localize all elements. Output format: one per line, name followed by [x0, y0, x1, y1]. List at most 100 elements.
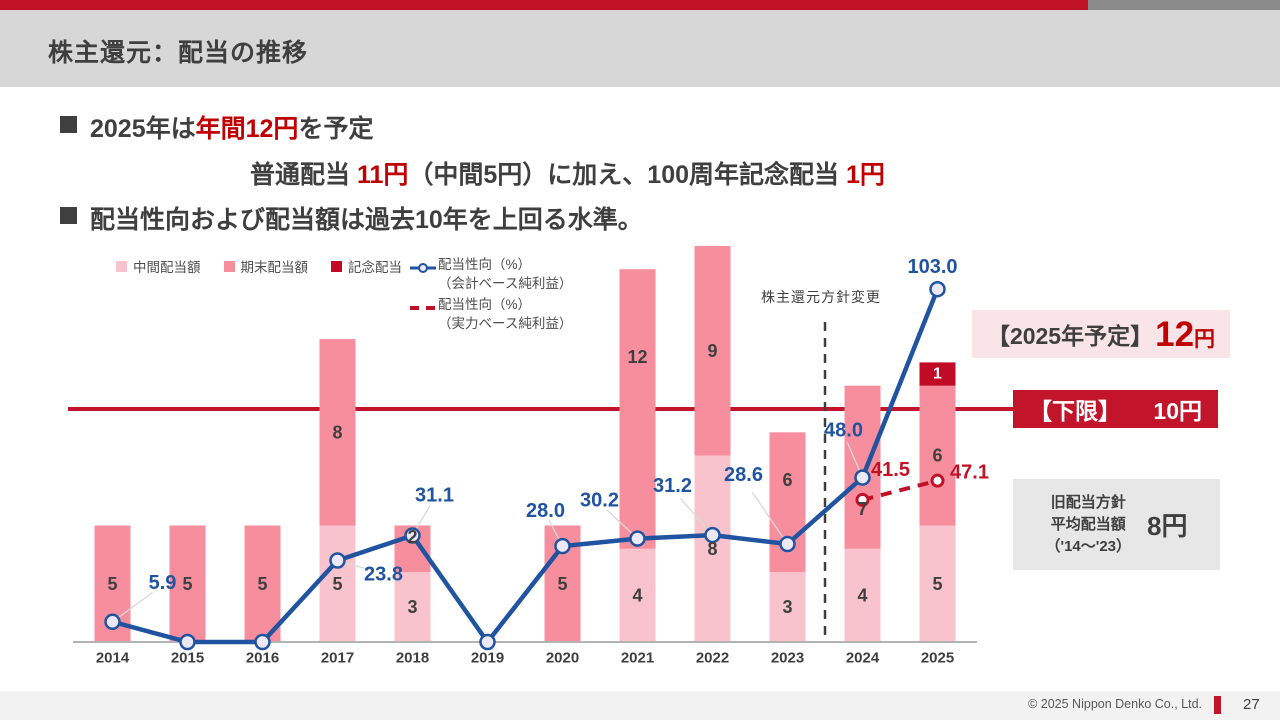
- bullet-1-post: を予定: [298, 115, 374, 143]
- legend-label: 期末配当額: [240, 260, 309, 275]
- top-accent-bar-corner: [1088, 0, 1280, 10]
- payout-real-label: 41.5: [871, 459, 910, 481]
- x-axis-year-label: 2022: [696, 650, 729, 667]
- bar-value-label: 12: [627, 347, 647, 367]
- bar-group-2024: [844, 385, 881, 642]
- payout-accounting-line: [111, 288, 940, 645]
- payout-accounting-marker: [854, 469, 871, 486]
- subline-red1: 11円: [356, 161, 409, 189]
- bar-group-2022: [694, 245, 731, 642]
- bar-value-label: 4: [857, 585, 867, 605]
- bar-value-label: 5: [257, 574, 267, 594]
- payout-real-label: 47.1: [950, 462, 989, 484]
- payout-accounting-marker: [254, 633, 271, 651]
- bar-value-label: 5: [332, 574, 342, 594]
- bullet-1-pre: 2025年は: [90, 115, 196, 143]
- payout-accounting-label: 23.8: [364, 564, 403, 586]
- bar-group-2021: [619, 269, 656, 642]
- bar-value-label: 7: [857, 499, 867, 519]
- old-policy-average-box: 旧配当方針 平均配当額 （'14～'23） 8円: [1013, 479, 1220, 570]
- payout-accounting-marker: [629, 530, 646, 547]
- bullet-square-icon: [60, 116, 77, 133]
- x-axis-year-label: 2024: [846, 650, 880, 667]
- line-marker-icon: [410, 260, 436, 273]
- floor-value: 10円: [1153, 398, 1202, 424]
- bullet-1: 2025年は年間12円を予定: [60, 109, 373, 145]
- old-policy-value: 8円: [1147, 511, 1188, 541]
- payout-accounting-marker: [554, 537, 571, 555]
- x-axis-year-label: 2016: [246, 650, 279, 667]
- bar-value-label: 5: [182, 574, 192, 594]
- payout-accounting-marker: [104, 613, 121, 631]
- legend-label: （実力ベース純利益）: [438, 316, 573, 331]
- page-number: 27: [1243, 696, 1260, 713]
- bar-value-label: 5: [932, 574, 942, 594]
- forecast-2025-box: 【2025年予定】 12 円: [972, 310, 1230, 358]
- bar-value-label: 2: [407, 527, 417, 547]
- bullet-2: 配当性向および配当額は過去10年を上回る水準。: [60, 200, 643, 236]
- x-axis-year-label: 2018: [396, 650, 429, 667]
- legend-label: 中間配当額: [133, 260, 201, 275]
- bar-value-label: 8: [332, 422, 342, 442]
- bar-group-2016: [244, 525, 281, 642]
- payout-accounting-marker: [479, 633, 496, 651]
- subline-mid: （中間5円）に加え、100周年記念配当: [408, 161, 846, 189]
- x-axis-year-label: 2023: [771, 650, 804, 667]
- footer: [0, 691, 1280, 720]
- subline-red2: 1円: [845, 161, 885, 189]
- floor-label: 【下限】: [1029, 398, 1121, 424]
- old-policy-line1: 旧配当方針: [1050, 493, 1126, 511]
- payout-real-line: [862, 478, 938, 502]
- x-axis-year-label: 2025: [921, 650, 954, 667]
- forecast-label: 【2025年予定】: [986, 323, 1154, 349]
- dashed-line-icon: [410, 300, 436, 310]
- bar-value-label: 5: [557, 574, 567, 594]
- bar-value-label: 6: [782, 470, 792, 490]
- x-axis-year-label: 2021: [621, 650, 654, 667]
- bar-group-2025: [919, 362, 956, 642]
- forecast-value: 12: [1155, 314, 1195, 354]
- footer-divider: [1214, 696, 1221, 714]
- legend-item-payout-accounting: 配当性向（%） （会計ベース純利益）: [410, 255, 572, 293]
- payout-accounting-marker: [704, 526, 721, 544]
- bar-value-label: 3: [782, 597, 792, 617]
- bar-value-label: 9: [707, 341, 717, 361]
- payout-accounting-marker: [779, 535, 796, 553]
- payout-accounting-label: 5.9: [149, 572, 177, 594]
- chart-legend-bars: 中間配当額 期末配当額 記念配当: [116, 256, 425, 276]
- payout-accounting-marker: [179, 633, 196, 651]
- payout-accounting-label: 31.1: [415, 485, 454, 507]
- policy-change-annotation: 株主還元方針変更: [761, 289, 881, 305]
- subline-pre: 普通配当: [250, 161, 357, 189]
- legend-item-yearend: 期末配当額: [223, 256, 309, 276]
- bar-group-2017: [319, 339, 356, 642]
- legend-label: （会計ベース純利益）: [438, 276, 573, 291]
- payout-real-marker: [855, 492, 870, 507]
- top-accent-bar: [0, 0, 1088, 10]
- legend-item-payout-real: 配当性向（%） （実力ベース純利益）: [410, 295, 572, 333]
- bullet-1-red: 年間12円: [195, 115, 299, 143]
- bullet-1-subline: 普通配当 11円（中間5円）に加え、100周年記念配当 1円: [250, 155, 885, 191]
- payout-accounting-label: 31.2: [653, 475, 692, 497]
- payout-accounting-label: 48.0: [824, 420, 863, 442]
- bar-value-label: 1: [933, 366, 942, 383]
- bar-value-label: 4: [632, 585, 642, 605]
- payout-accounting-label: 103.0: [907, 256, 957, 278]
- page-title: 株主還元：配当の推移: [48, 39, 309, 67]
- legend-label: 配当性向（%）: [438, 257, 532, 272]
- floor-dividend-box: 【下限】 10円: [1013, 390, 1218, 428]
- bar-group-2023: [769, 432, 806, 642]
- x-axis-year-label: 2015: [171, 650, 204, 667]
- old-policy-text: 旧配当方針 平均配当額 （'14～'23）: [1046, 492, 1132, 558]
- x-axis-year-label: 2020: [546, 650, 579, 667]
- bar-value-label: 3: [407, 597, 417, 617]
- bullet-2-text: 配当性向および配当額は過去10年を上回る水準。: [90, 206, 643, 234]
- x-axis-year-label: 2014: [96, 650, 130, 667]
- interim-dividend-swatch-icon: [116, 260, 127, 272]
- old-policy-line3: （'14～'23）: [1045, 537, 1132, 555]
- forecast-unit: 円: [1194, 328, 1216, 351]
- payout-accounting-marker: [404, 527, 421, 544]
- legend-item-interim: 中間配当額: [116, 256, 201, 276]
- bar-value-label: 6: [932, 446, 942, 466]
